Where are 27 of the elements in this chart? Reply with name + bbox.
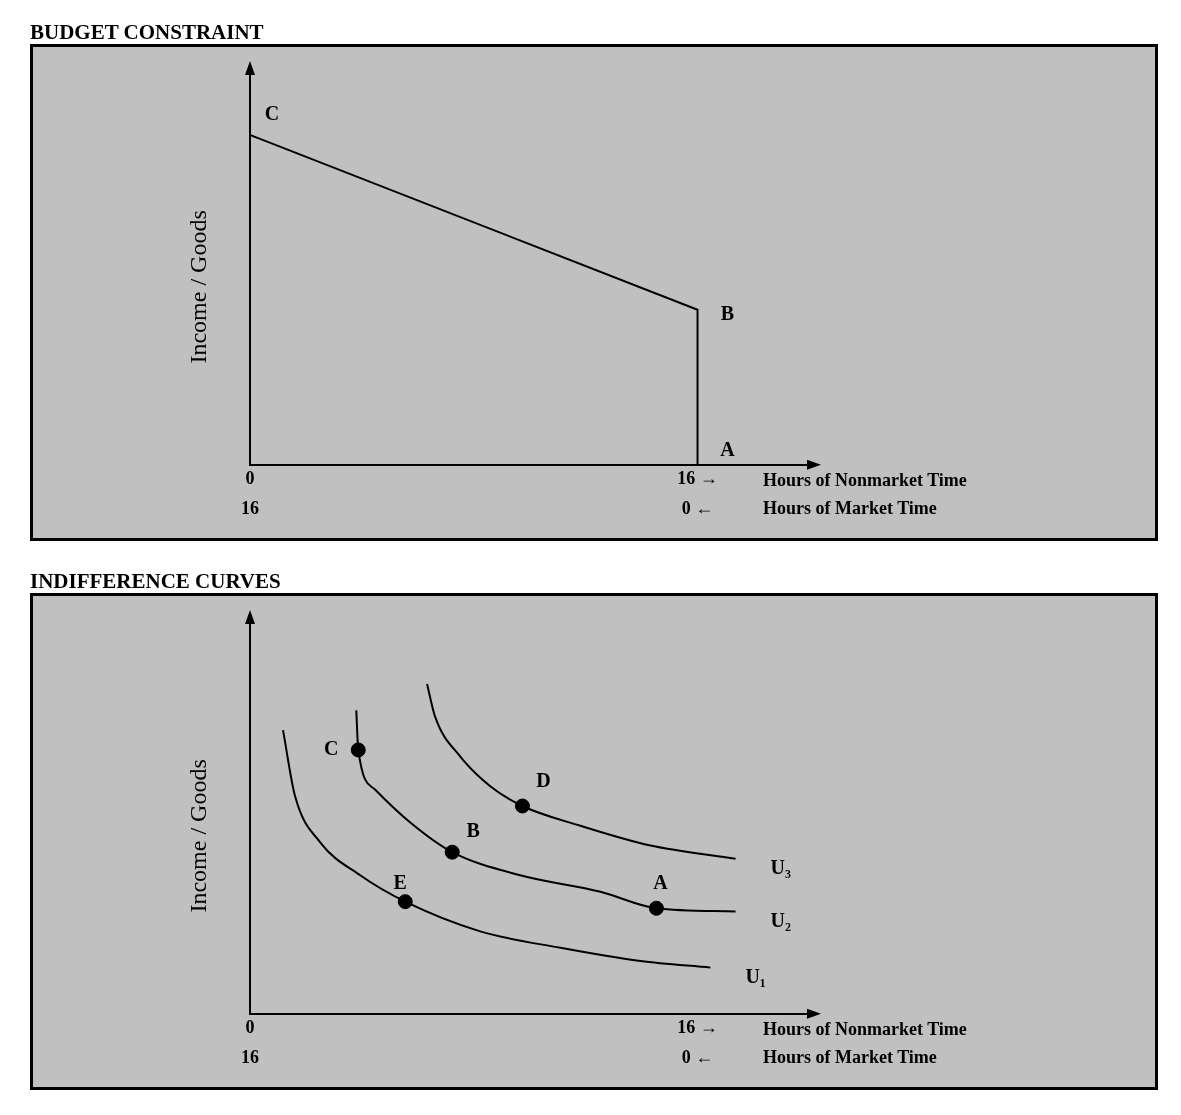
- x-tick-label: 0: [245, 468, 255, 489]
- chart-title: BUDGET CONSTRAINT: [30, 20, 265, 44]
- annotation: C: [324, 737, 339, 760]
- y-axis-title: Income / Goods: [185, 759, 212, 913]
- series-label: U₂: [770, 908, 792, 931]
- series-label: U₁: [745, 964, 766, 987]
- x2-axis-title: Hours of Market Time: [763, 1046, 937, 1067]
- annotation: E: [393, 870, 407, 893]
- x-tick-label: 16 →: [677, 1017, 718, 1038]
- annotation: A: [720, 437, 736, 460]
- annotation: B: [466, 819, 480, 842]
- x2-tick-label: 16: [241, 1046, 259, 1067]
- x2-tick-label: 0 ←: [681, 497, 714, 518]
- annotation: D: [536, 769, 551, 792]
- annotation: B: [720, 301, 735, 324]
- series-label: U₃: [770, 855, 792, 878]
- x-axis-title: Hours of Nonmarket Time: [763, 1019, 967, 1040]
- annotation: A: [653, 871, 669, 894]
- x-axis-title: Hours of Nonmarket Time: [763, 470, 967, 491]
- x-tick-label: 0: [245, 1017, 255, 1038]
- y-axis-title: Income / Goods: [185, 210, 212, 364]
- chart-title: INDIFFERENCE CURVES: [30, 569, 282, 593]
- x-tick-label: 16 →: [677, 468, 718, 489]
- x2-tick-label: 16: [241, 497, 259, 518]
- x2-tick-label: 0 ←: [681, 1046, 714, 1067]
- annotation: C: [264, 102, 280, 125]
- x2-axis-title: Hours of Market Time: [763, 497, 937, 518]
